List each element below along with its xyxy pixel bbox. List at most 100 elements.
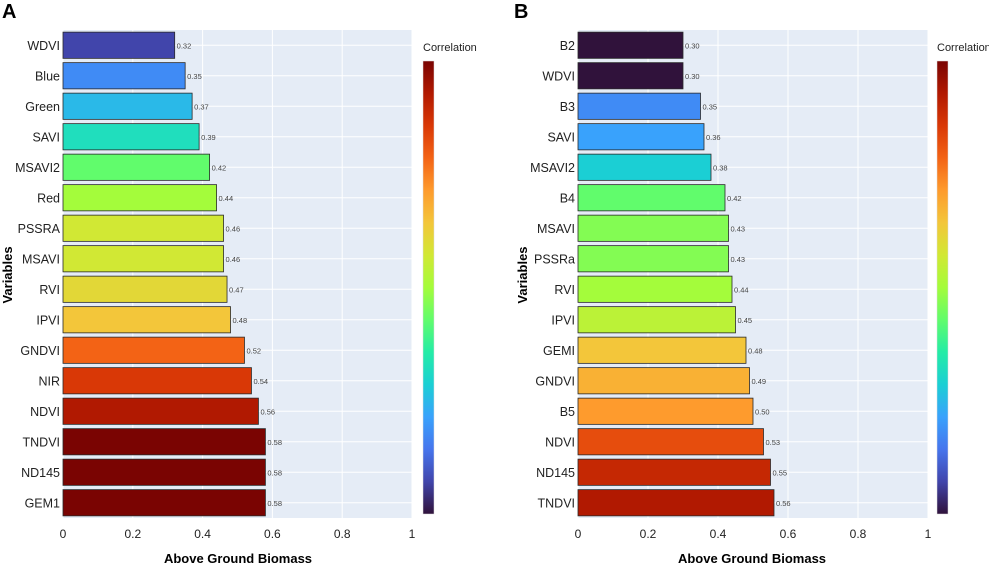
y-tick-label: TNDVI bbox=[23, 435, 61, 449]
panel-letter-a: A bbox=[2, 1, 16, 23]
bar-msavi2[interactable] bbox=[62, 153, 210, 181]
bar-value-label: 0.30 bbox=[685, 41, 700, 50]
bar-ndvi[interactable] bbox=[62, 397, 259, 425]
bar-value-label: 0.32 bbox=[177, 41, 192, 50]
x-tick-label: 0.2 bbox=[640, 527, 657, 541]
panel-letter-b: B bbox=[514, 1, 528, 23]
y-tick-label: ND145 bbox=[21, 466, 60, 480]
colorbar-title: Correlation bbox=[423, 42, 477, 54]
y-tick-label: Green bbox=[25, 100, 60, 114]
bar-green[interactable] bbox=[62, 92, 193, 120]
y-tick-label: IPVI bbox=[551, 313, 575, 327]
y-tick-label: PSSRa bbox=[534, 252, 575, 266]
y-tick-label: PSSRA bbox=[18, 222, 61, 236]
bar-value-label: 0.50 bbox=[755, 407, 770, 416]
panel-a: A 0 0.2 0.4 0.6 0.8 1 0.32 WDVI 0.35 Blue 0.37 Green… bbox=[0, 1, 477, 566]
bar-b5[interactable] bbox=[577, 397, 754, 425]
y-axis-title: Variables bbox=[0, 246, 15, 303]
x-axis-title: Above Ground Biomass bbox=[164, 551, 312, 566]
x-tick-label: 0.8 bbox=[850, 527, 867, 541]
bar-nd145[interactable] bbox=[62, 458, 266, 486]
y-tick-label: GEM1 bbox=[25, 496, 60, 510]
bar-value-label: 0.47 bbox=[229, 285, 244, 294]
x-tick-label: 0.6 bbox=[780, 527, 797, 541]
y-tick-label: WDVI bbox=[27, 39, 60, 53]
y-tick-label: SAVI bbox=[32, 130, 60, 144]
y-tick-label: RVI bbox=[554, 283, 575, 297]
y-tick-label: MSAVI2 bbox=[15, 161, 60, 175]
bar-gndvi[interactable] bbox=[577, 367, 750, 395]
bar-value-label: 0.56 bbox=[776, 499, 791, 508]
bar-gemi[interactable] bbox=[577, 336, 747, 364]
bar-pssra[interactable] bbox=[62, 214, 224, 242]
bar-value-label: 0.58 bbox=[267, 468, 282, 477]
colorbar-title: Correlation bbox=[937, 42, 989, 54]
y-tick-label: ND145 bbox=[536, 466, 575, 480]
x-tick-label: 0 bbox=[60, 527, 67, 541]
bar-wdvi[interactable] bbox=[577, 62, 684, 90]
bar-value-label: 0.42 bbox=[727, 194, 742, 203]
colorbar bbox=[422, 60, 435, 515]
y-tick-label: GEMI bbox=[543, 344, 575, 358]
bar-msavi[interactable] bbox=[577, 214, 729, 242]
bar-ipvi[interactable] bbox=[62, 306, 231, 334]
bar-value-label: 0.54 bbox=[253, 377, 268, 386]
bar-value-label: 0.30 bbox=[685, 72, 700, 81]
bar-savi[interactable] bbox=[577, 123, 705, 151]
bar-value-label: 0.38 bbox=[713, 163, 728, 172]
bar-gem1[interactable] bbox=[62, 489, 266, 517]
bar-savi[interactable] bbox=[62, 123, 200, 151]
bar-msavi[interactable] bbox=[62, 245, 224, 273]
bar-ipvi[interactable] bbox=[577, 306, 736, 334]
y-tick-label: RVI bbox=[39, 283, 60, 297]
bar-nd145[interactable] bbox=[577, 458, 771, 486]
bar-b4[interactable] bbox=[577, 184, 726, 212]
y-tick-label: GNDVI bbox=[535, 374, 575, 388]
bar-value-label: 0.43 bbox=[731, 255, 746, 264]
bar-tndvi[interactable] bbox=[577, 489, 775, 517]
bar-nir[interactable] bbox=[62, 367, 252, 395]
y-tick-label: TNDVI bbox=[538, 496, 576, 510]
panel-b: B 0 0.2 0.4 0.6 0.8 1 0.30 B2 0.30 WDVI 0.35 B3 0.36 S… bbox=[514, 1, 989, 566]
bar-value-label: 0.55 bbox=[773, 468, 788, 477]
bar-value-label: 0.48 bbox=[233, 316, 248, 325]
y-tick-label: Red bbox=[37, 191, 60, 205]
y-tick-label: NIR bbox=[38, 374, 60, 388]
bar-pssra[interactable] bbox=[577, 245, 729, 273]
bar-value-label: 0.48 bbox=[748, 346, 763, 355]
bar-b2[interactable] bbox=[577, 31, 684, 59]
x-tick-label: 0.4 bbox=[194, 527, 211, 541]
bar-value-label: 0.52 bbox=[246, 346, 261, 355]
bar-value-label: 0.35 bbox=[187, 72, 202, 81]
bar-value-label: 0.45 bbox=[738, 316, 753, 325]
bar-value-label: 0.39 bbox=[201, 133, 216, 142]
bar-value-label: 0.58 bbox=[267, 499, 282, 508]
bar-value-label: 0.43 bbox=[731, 224, 746, 233]
y-tick-label: MSAVI bbox=[22, 252, 60, 266]
bar-red[interactable] bbox=[62, 184, 217, 212]
y-tick-label: B4 bbox=[560, 191, 575, 205]
bar-blue[interactable] bbox=[62, 62, 186, 90]
y-axis-title: Variables bbox=[515, 246, 530, 303]
y-tick-label: Blue bbox=[35, 69, 60, 83]
bar-value-label: 0.35 bbox=[703, 102, 718, 111]
y-tick-label: IPVI bbox=[36, 313, 60, 327]
bar-msavi2[interactable] bbox=[577, 153, 712, 181]
bar-b3[interactable] bbox=[577, 92, 701, 120]
x-tick-label: 0.8 bbox=[334, 527, 351, 541]
bar-rvi[interactable] bbox=[577, 275, 733, 303]
bar-value-label: 0.53 bbox=[766, 438, 781, 447]
bar-rvi[interactable] bbox=[62, 275, 228, 303]
bar-tndvi[interactable] bbox=[62, 428, 266, 456]
bar-value-label: 0.49 bbox=[752, 377, 767, 386]
bar-wdvi[interactable] bbox=[62, 31, 176, 59]
bar-value-label: 0.44 bbox=[219, 194, 234, 203]
x-tick-label: 0.2 bbox=[124, 527, 141, 541]
bar-ndvi[interactable] bbox=[577, 428, 764, 456]
bar-value-label: 0.36 bbox=[706, 133, 721, 142]
y-tick-label: GNDVI bbox=[20, 344, 60, 358]
y-tick-label: B2 bbox=[560, 39, 575, 53]
bar-gndvi[interactable] bbox=[62, 336, 245, 364]
y-tick-label: MSAVI2 bbox=[530, 161, 575, 175]
